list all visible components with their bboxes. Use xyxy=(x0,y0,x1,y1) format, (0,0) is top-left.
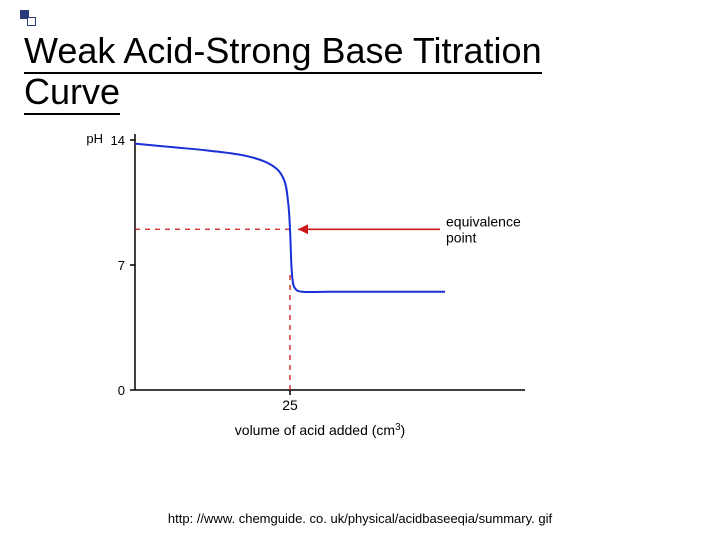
bullet-square-outline xyxy=(27,17,36,26)
svg-text:volume of acid added (cm3): volume of acid added (cm3) xyxy=(235,422,405,439)
slide-bullet xyxy=(20,10,40,30)
title-line-2: Curve xyxy=(24,71,120,115)
svg-text:equivalence: equivalence xyxy=(446,213,521,229)
slide-title: Weak Acid-Strong Base Titration Curve xyxy=(24,30,542,113)
titration-chart: 0 7 14 pH 25 volume of acid added (cm3) equiva… xyxy=(70,130,650,480)
svg-text:point: point xyxy=(446,229,476,245)
svg-text:25: 25 xyxy=(282,397,298,413)
chart-svg: 0 7 14 pH 25 volume of acid added (cm3) equiva… xyxy=(70,130,650,480)
title-line-1: Weak Acid-Strong Base Titration xyxy=(24,30,542,74)
svg-text:0: 0 xyxy=(118,383,125,398)
svg-text:14: 14 xyxy=(111,133,125,148)
svg-text:pH: pH xyxy=(86,131,103,146)
source-url: http: //www. chemguide. co. uk/physical/… xyxy=(0,511,720,526)
svg-text:7: 7 xyxy=(118,258,125,273)
